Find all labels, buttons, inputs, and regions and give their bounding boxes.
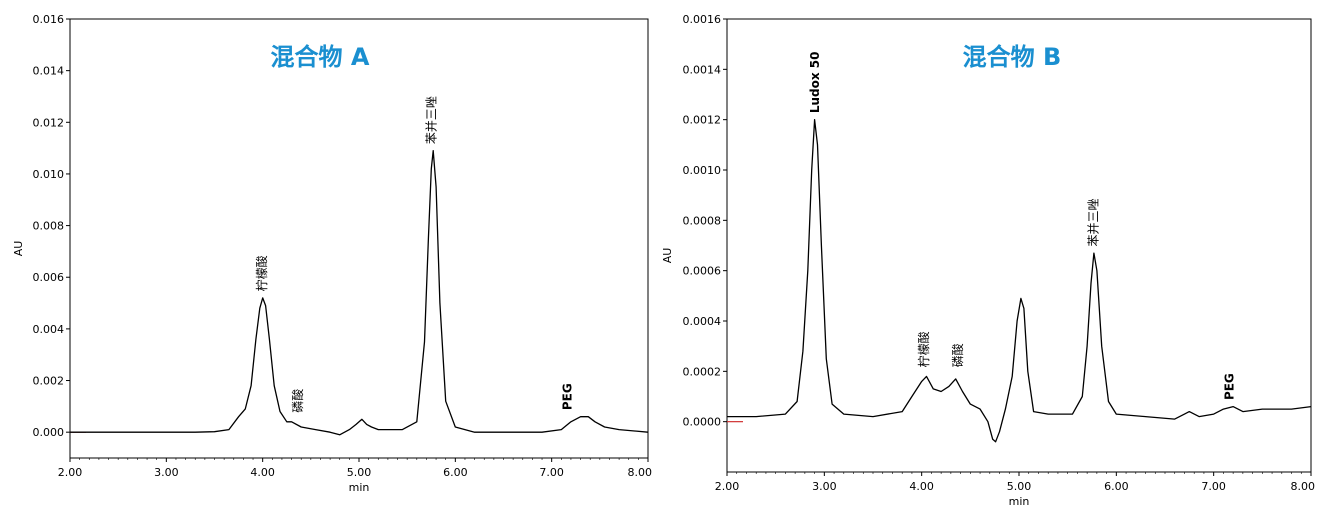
x-tick-label: 5.00 xyxy=(347,466,372,479)
y-tick-label: 0.000 xyxy=(33,426,65,439)
x-tick-label: 8.00 xyxy=(1291,480,1316,493)
peak-label: PEG xyxy=(561,383,575,410)
y-tick-label: 0.0012 xyxy=(683,114,722,127)
chart-title: 混合物 A xyxy=(271,43,370,71)
peak-label: 磷酸 xyxy=(950,343,965,367)
x-tick-label: 8.00 xyxy=(628,466,653,479)
y-tick-label: 0.0006 xyxy=(683,265,722,278)
y-tick-label: 0.006 xyxy=(33,271,65,284)
chart-mixture-b: 0.0000 0.0002 0.0004 0.0006 0.0008 0.0010 0.00… xyxy=(661,13,1315,508)
x-axis-title: min xyxy=(349,481,370,494)
y-tick-label: 0.0000 xyxy=(683,416,722,429)
y-tick-label: 0.012 xyxy=(33,116,65,129)
y-tick-label: 0.0010 xyxy=(683,164,722,177)
peak-label: PEG xyxy=(1223,373,1237,400)
series-line xyxy=(727,119,1312,443)
y-tick-label: 0.0016 xyxy=(683,13,722,26)
y-tick-label: 0.008 xyxy=(33,220,65,233)
peak-label: 苯并三唑 xyxy=(1086,199,1100,247)
series-line xyxy=(70,150,649,436)
peak-label: 柠檬酸 xyxy=(916,331,931,367)
peak-label: 苯并三唑 xyxy=(425,96,439,144)
x-tick-label: 3.00 xyxy=(154,466,179,479)
x-axis-title: min xyxy=(1009,495,1030,508)
x-tick-label: 7.00 xyxy=(1201,480,1226,493)
y-tick-label: 0.010 xyxy=(33,168,65,181)
x-tick-label: 2.00 xyxy=(715,480,740,493)
y-tick-label: 0.0014 xyxy=(683,63,722,76)
peak-label: 柠檬酸 xyxy=(254,255,269,291)
y-tick-label: 0.002 xyxy=(33,375,65,388)
y-axis-title: AU xyxy=(12,241,25,257)
y-tick-label: 0.0008 xyxy=(683,214,722,227)
x-tick-label: 6.00 xyxy=(1104,480,1129,493)
x-tick-label: 3.00 xyxy=(812,480,837,493)
x-tick-label: 4.00 xyxy=(909,480,934,493)
y-tick-label: 0.0004 xyxy=(683,315,722,328)
chart-mixture-a: 0.000 0.002 0.004 0.006 0.008 0.010 0.012 0.014… xyxy=(12,13,652,494)
y-tick-label: 0.014 xyxy=(33,65,65,78)
y-axis-title: AU xyxy=(661,248,674,264)
peak-label: Ludox 50 xyxy=(808,52,822,114)
x-tick-label: 7.00 xyxy=(539,466,564,479)
peak-label: 磷酸 xyxy=(290,389,305,413)
y-tick-label: 0.016 xyxy=(33,13,65,26)
y-tick-label: 0.0002 xyxy=(683,365,722,378)
x-tick-label: 4.00 xyxy=(250,466,275,479)
x-tick-label: 2.00 xyxy=(58,466,83,479)
x-tick-label: 5.00 xyxy=(1007,480,1032,493)
x-tick-label: 6.00 xyxy=(443,466,468,479)
chart-title: 混合物 B xyxy=(963,43,1062,71)
y-tick-label: 0.004 xyxy=(33,323,65,336)
